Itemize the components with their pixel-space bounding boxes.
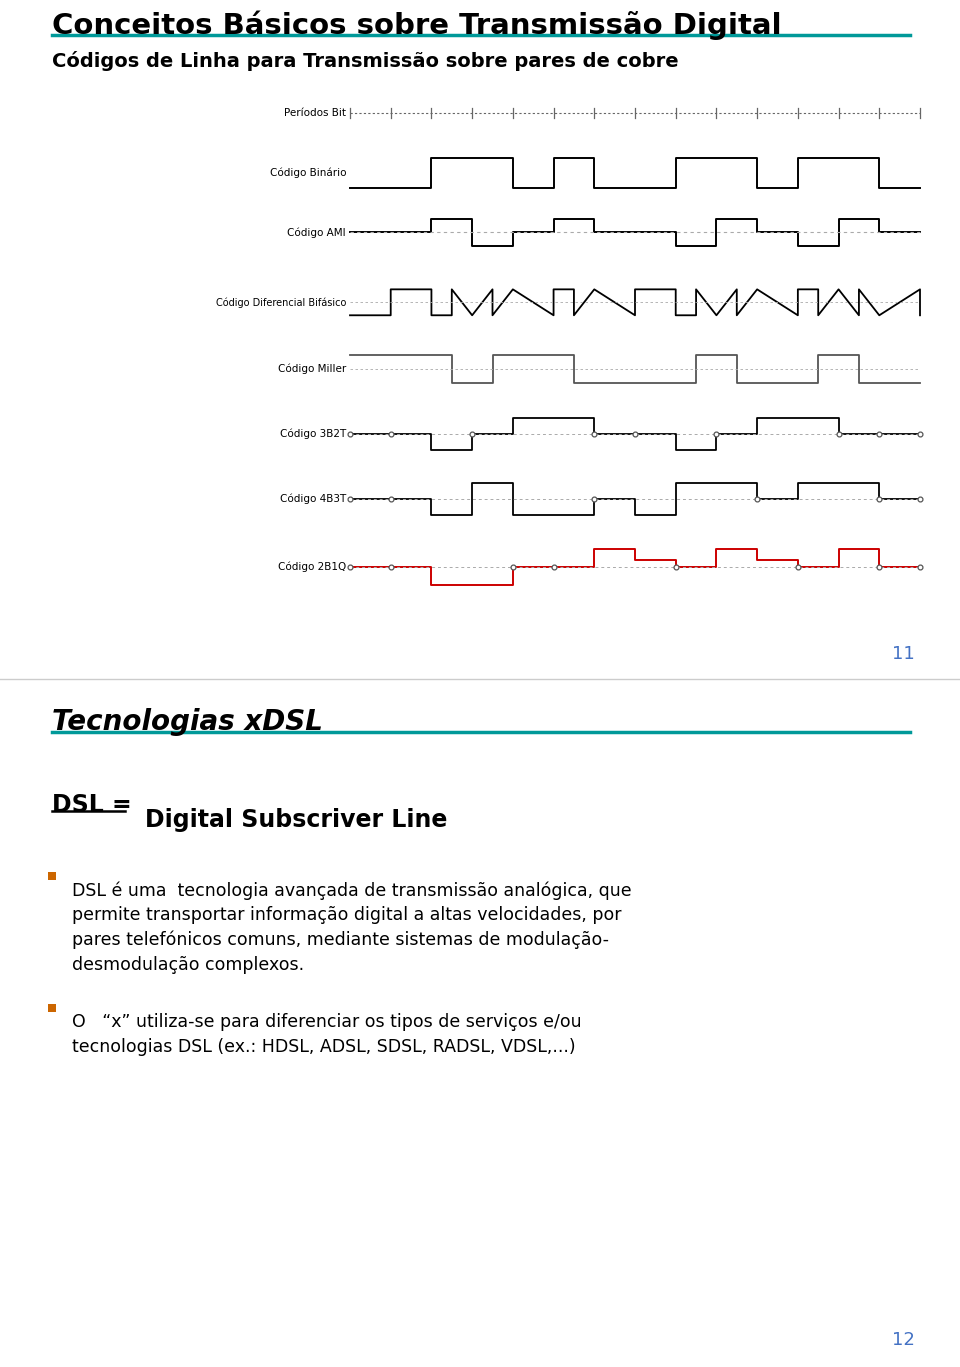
Text: Código 4B3T: Código 4B3T	[279, 493, 346, 504]
Text: Código Miller: Código Miller	[277, 364, 346, 375]
Text: Código 3B2T: Código 3B2T	[279, 429, 346, 439]
Text: pares telefónicos comuns, mediante sistemas de modulação-: pares telefónicos comuns, mediante siste…	[72, 931, 609, 950]
Text: DSL =: DSL =	[52, 793, 132, 817]
Text: permite transportar informação digital a altas velocidades, por: permite transportar informação digital a…	[72, 906, 621, 924]
Text: 12: 12	[892, 1331, 915, 1349]
Text: Códigos de Linha para Transmissão sobre pares de cobre: Códigos de Linha para Transmissão sobre …	[52, 51, 679, 71]
Text: Código AMI: Código AMI	[287, 227, 346, 238]
Text: Código Binário: Código Binário	[270, 167, 346, 178]
Text: 11: 11	[892, 645, 915, 663]
Text: desmodulação complexos.: desmodulação complexos.	[72, 956, 304, 973]
Text: DSL é uma  tecnologia avançada de transmissão analógica, que: DSL é uma tecnologia avançada de transmi…	[72, 882, 632, 899]
Text: Digital Subscriver Line: Digital Subscriver Line	[145, 808, 447, 833]
Text: Conceitos Básicos sobre Transmissão Digital: Conceitos Básicos sobre Transmissão Digi…	[52, 11, 781, 41]
Text: tecnologias DSL (ex.: HDSL, ADSL, SDSL, RADSL, VDSL,...): tecnologias DSL (ex.: HDSL, ADSL, SDSL, …	[72, 1038, 576, 1055]
Text: Código Diferencial Bifásico: Código Diferencial Bifásico	[216, 297, 346, 308]
Text: Períodos Bit: Períodos Bit	[284, 108, 346, 118]
Text: Tecnologias xDSL: Tecnologias xDSL	[52, 708, 323, 737]
Text: Código 2B1Q: Código 2B1Q	[277, 562, 346, 571]
Text: O   “x” utiliza-se para diferenciar os tipos de serviços e/ou: O “x” utiliza-se para diferenciar os tip…	[72, 1013, 582, 1031]
